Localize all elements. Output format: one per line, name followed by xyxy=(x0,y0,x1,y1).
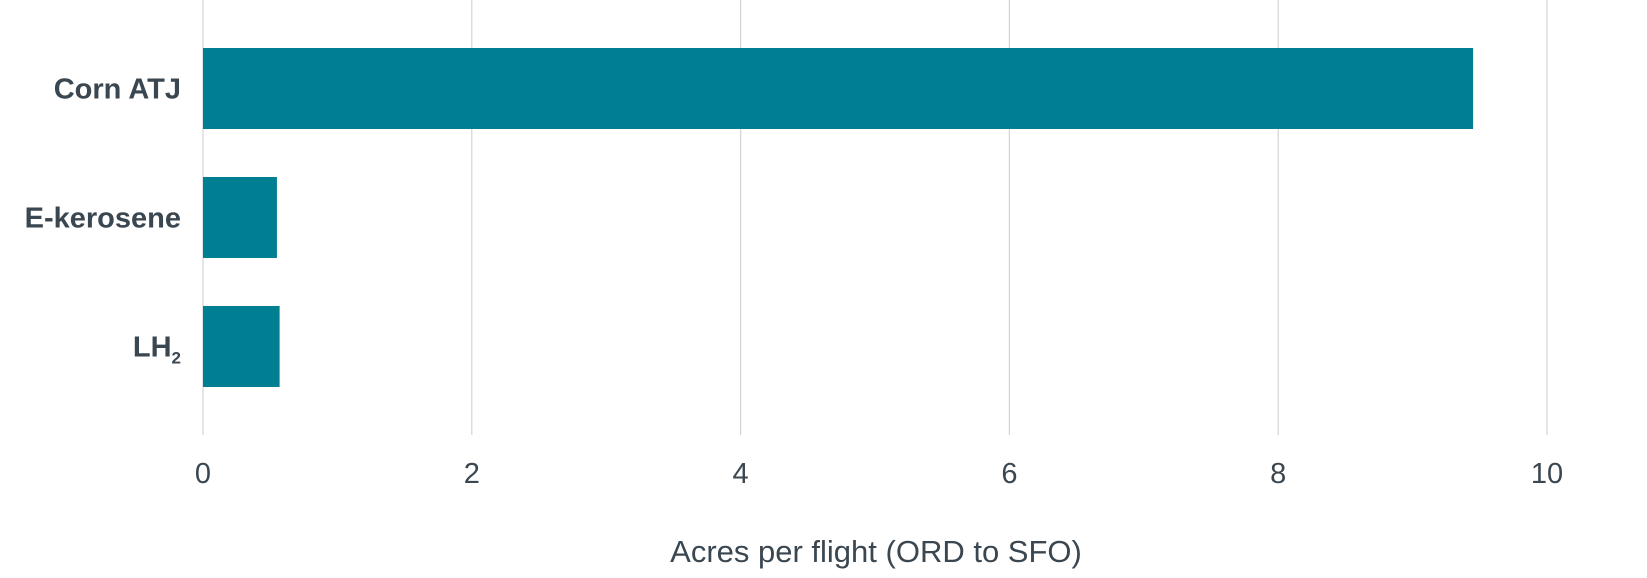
bar-corn-atj xyxy=(203,48,1474,129)
category-label: Corn ATJ xyxy=(54,74,181,106)
x-tick-label: 10 xyxy=(1531,458,1563,490)
category-label: E-kerosene xyxy=(25,203,181,235)
bar-lh2 xyxy=(203,306,280,387)
bar-e-kerosene xyxy=(203,177,277,258)
category-label: LH2 xyxy=(133,332,181,368)
x-tick-label: 6 xyxy=(1001,458,1017,490)
x-tick-labels: 0 2 4 6 8 10 xyxy=(195,458,1563,490)
x-tick-label: 0 xyxy=(195,458,211,490)
x-tick-label: 4 xyxy=(733,458,749,490)
x-axis-title: Acres per flight (ORD to SFO) xyxy=(670,534,1082,569)
x-tick-label: 2 xyxy=(464,458,480,490)
x-tick-label: 8 xyxy=(1270,458,1286,490)
category-labels: Corn ATJ E-kerosene LH2 xyxy=(25,74,181,368)
bars xyxy=(203,48,1474,387)
